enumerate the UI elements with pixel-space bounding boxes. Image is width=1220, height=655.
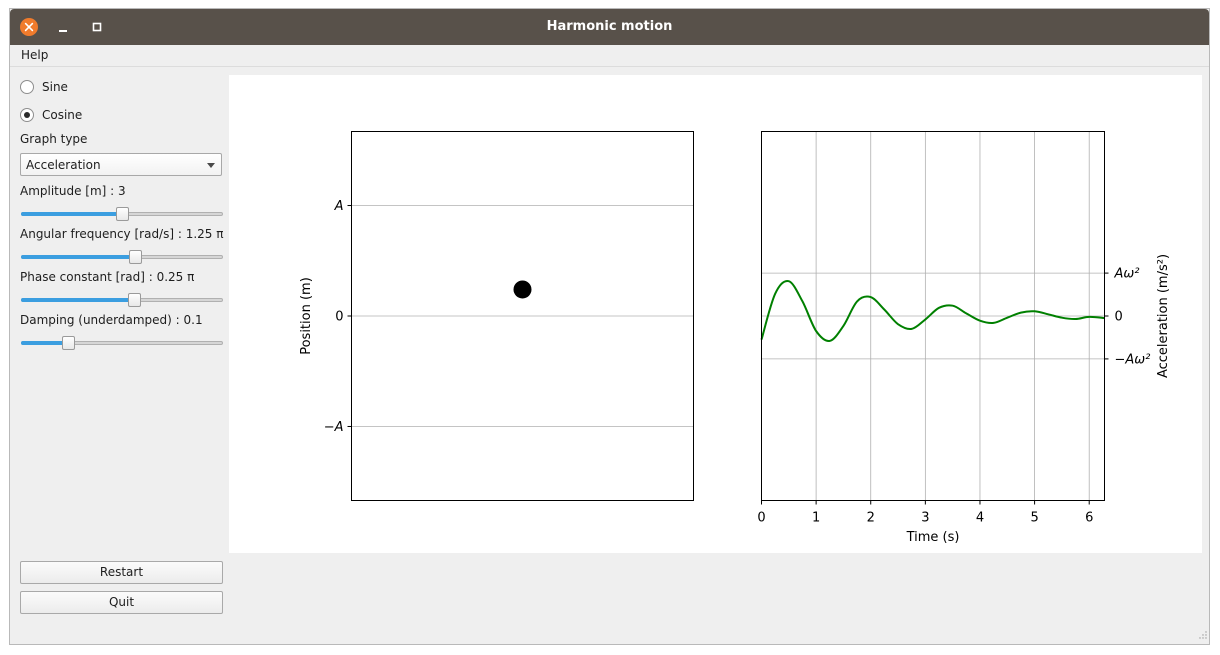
phase-constant-label: Phase constant [rad] : 0.25 π xyxy=(20,270,195,284)
title-bar: Harmonic motion xyxy=(10,9,1209,45)
radio-cosine[interactable]: Cosine xyxy=(20,106,82,124)
slider-handle[interactable] xyxy=(129,250,142,264)
acceleration-xtick-label: 1 xyxy=(812,511,820,526)
radio-cosine-indicator[interactable] xyxy=(20,108,34,122)
radio-sine[interactable]: Sine xyxy=(20,78,68,96)
menu-bar: Help xyxy=(10,45,1209,67)
app-window: Harmonic motion Help Sine Cosine xyxy=(9,8,1210,645)
slider-handle[interactable] xyxy=(116,207,129,221)
position-ylabel: Position (m) xyxy=(299,277,314,355)
acceleration-ylabel: Acceleration (m/s²) xyxy=(1156,254,1171,378)
angular-frequency-slider[interactable] xyxy=(21,250,223,264)
resize-grip-icon[interactable] xyxy=(1199,628,1207,642)
acceleration-series-line xyxy=(760,280,1105,342)
acceleration-xtick-label: 5 xyxy=(1030,511,1038,526)
acceleration-xlabel: Time (s) xyxy=(906,530,960,545)
acceleration-xtick-label: 0 xyxy=(757,511,765,526)
acceleration-ytick-label: −Aω² xyxy=(1115,352,1151,367)
slider-fill xyxy=(21,298,134,302)
slider-handle[interactable] xyxy=(128,293,141,307)
maximize-icon[interactable] xyxy=(88,18,106,36)
chevron-down-icon xyxy=(207,163,215,168)
plot-canvas: A 0 −A Position (m) 0 1 2 3 4 5 6 Aω² 0 −Aω² Time … xyxy=(229,75,1202,553)
position-ytick-label: −A xyxy=(324,420,344,435)
phase-constant-slider[interactable] xyxy=(21,293,223,307)
damping-slider[interactable] xyxy=(21,336,223,350)
graph-type-select[interactable]: Acceleration xyxy=(20,153,222,176)
position-ytick-label: A xyxy=(334,199,344,214)
amplitude-label: Amplitude [m] : 3 xyxy=(20,184,126,198)
slider-handle[interactable] xyxy=(62,336,75,350)
window-title: Harmonic motion xyxy=(546,19,673,34)
graph-type-value: Acceleration xyxy=(26,158,101,172)
slider-fill xyxy=(21,212,122,216)
acceleration-plot: 0 1 2 3 4 5 6 Aω² 0 −Aω² Time (s) Acceleration (… xyxy=(757,131,1171,545)
restart-button[interactable]: Restart xyxy=(20,561,223,584)
menu-help[interactable]: Help xyxy=(21,48,49,62)
amplitude-slider[interactable] xyxy=(21,207,223,221)
acceleration-xtick-label: 4 xyxy=(976,511,984,526)
position-plot: A 0 −A Position (m) xyxy=(299,131,694,501)
acceleration-xtick-label: 6 xyxy=(1085,511,1093,526)
acceleration-ytick-label: Aω² xyxy=(1114,267,1140,282)
plots-svg: A 0 −A Position (m) 0 1 2 3 4 5 6 Aω² 0 −Aω² Time … xyxy=(299,131,1171,545)
quit-button[interactable]: Quit xyxy=(20,591,223,614)
radio-sine-label: Sine xyxy=(42,80,68,94)
graph-type-label: Graph type xyxy=(20,132,88,146)
slider-fill xyxy=(21,255,135,259)
radio-sine-indicator[interactable] xyxy=(20,80,34,94)
mass-point xyxy=(513,280,532,299)
minimize-icon[interactable] xyxy=(54,18,72,36)
position-ytick-label: 0 xyxy=(335,310,343,325)
angular-frequency-label: Angular frequency [rad/s] : 1.25 π xyxy=(20,227,224,241)
acceleration-ytick-label: 0 xyxy=(1115,310,1123,325)
control-panel: Sine Cosine Graph type Acceleration Ampl… xyxy=(10,66,230,626)
damping-label: Damping (underdamped) : 0.1 xyxy=(20,313,203,327)
acceleration-xtick-label: 3 xyxy=(921,511,929,526)
acceleration-xtick-label: 2 xyxy=(867,511,875,526)
radio-cosine-label: Cosine xyxy=(42,108,83,122)
close-icon[interactable] xyxy=(20,18,38,36)
slider-fill xyxy=(21,341,68,345)
